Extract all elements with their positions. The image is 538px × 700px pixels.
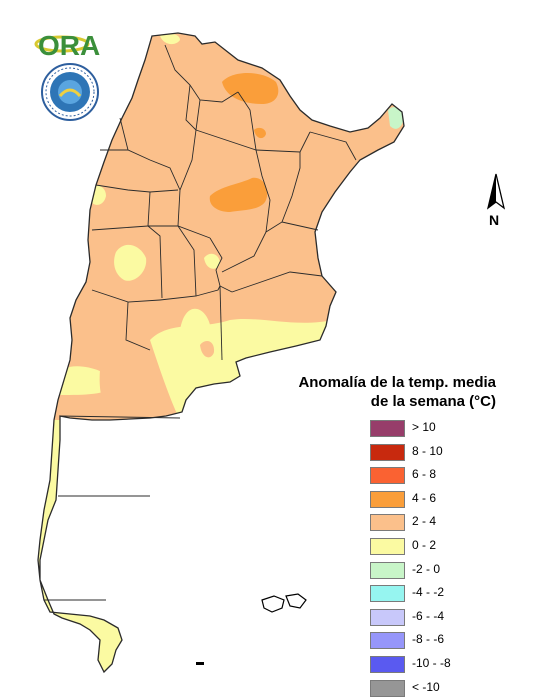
legend-swatch [370, 514, 405, 532]
legend-label: -4 - -2 [412, 585, 445, 600]
legend-label: 2 - 4 [412, 514, 437, 529]
legend-title-line2: de la semana (°C) [370, 393, 496, 410]
legend-swatch [370, 632, 405, 650]
anomaly-region-4-6-center [209, 177, 268, 212]
anomaly-patch-0-2-cordoba [204, 253, 220, 269]
legend-label: 6 - 8 [412, 467, 437, 482]
malvinas-islands [261, 593, 307, 613]
logo-swoosh-icon [34, 35, 90, 53]
ora-logo: ORA [34, 30, 100, 61]
legend-swatch [370, 561, 405, 579]
anomaly-patch-0-2-jujuy [160, 33, 180, 45]
anomaly-region-minus2-0 [62, 574, 97, 609]
legend-swatch [370, 537, 405, 555]
anomaly-patch-0-2-cuyo [114, 244, 147, 281]
legend-swatch [370, 585, 405, 603]
legend-title-line1: Anomalía de la temp. media [298, 374, 496, 391]
anomaly-region-4-6-north [222, 73, 279, 104]
legend-label: -2 - 0 [412, 561, 441, 576]
legend-label: > 10 [412, 420, 436, 434]
legend-label: < -10 [412, 679, 440, 694]
anomaly-region-0-2-south [38, 420, 404, 672]
anomaly-patch-2-4-small [200, 340, 215, 358]
island-mark [196, 662, 204, 665]
legend-swatch [370, 490, 405, 508]
legend-swatch [370, 420, 405, 437]
anomaly-patch-minus2-0-misiones [388, 107, 404, 129]
legend-swatch [370, 655, 405, 673]
legend: Anomalía de la temp. media de la semana … [296, 373, 496, 697]
legend-label: -10 - -8 [412, 655, 451, 670]
legend-swatch [370, 467, 405, 485]
legend-swatch [370, 443, 405, 461]
province-borders [44, 44, 357, 601]
legend-title: Anomalía de la temp. media de la semana … [296, 373, 496, 411]
smn-seal-icon [41, 63, 99, 121]
legend-label: 8 - 10 [412, 443, 443, 458]
legend-swatch [370, 679, 405, 697]
anomaly-patch-0-2 [180, 308, 211, 343]
north-label: N [489, 212, 500, 228]
legend-swatch [370, 608, 405, 626]
north-arrow-icon: N [482, 172, 510, 234]
legend-label: -6 - -4 [412, 608, 445, 623]
anomaly-patch-2-4-patagonia [99, 365, 157, 416]
legend-label: -8 - -6 [412, 632, 445, 647]
legend-label: 4 - 6 [412, 490, 437, 505]
anomaly-patch-4-6-chaco [254, 127, 266, 139]
logo-text: ORA [38, 30, 100, 61]
legend-label: 0 - 2 [412, 537, 437, 552]
